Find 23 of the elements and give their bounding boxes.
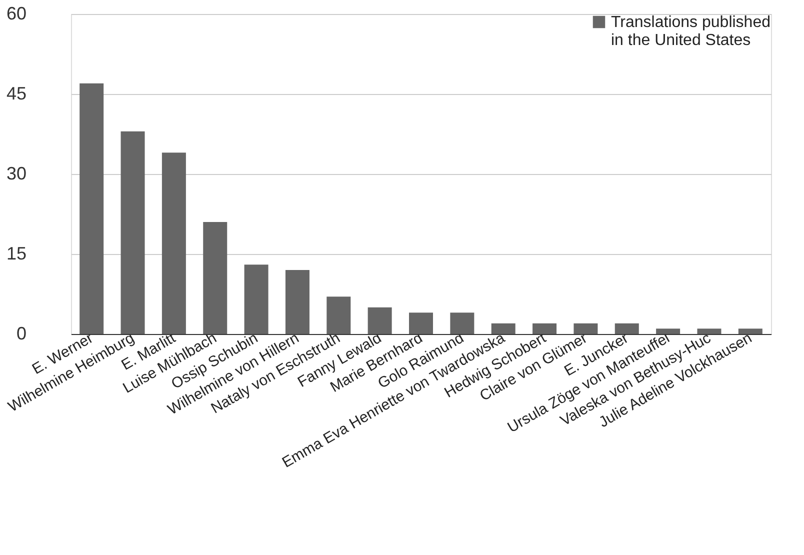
bar [203,222,228,334]
y-tick-label: 0 [16,324,26,344]
bar [738,328,762,334]
bar [491,323,516,334]
bar [285,270,310,334]
bar [368,307,392,334]
y-tick-label: 30 [6,164,26,184]
bar [326,296,351,334]
bar [80,83,104,334]
legend-label: Translations published in the United States [611,14,770,49]
bar [409,312,433,334]
bar [532,323,557,334]
bar [614,323,639,334]
y-tick-label: 60 [6,4,26,24]
bar [120,131,145,334]
bar [244,264,268,334]
bar [656,328,680,334]
bar [697,328,722,334]
y-tick-label: 45 [6,84,26,104]
y-tick-label: 15 [6,244,26,264]
bar [450,312,474,334]
bar [574,323,598,334]
bar [162,152,186,334]
